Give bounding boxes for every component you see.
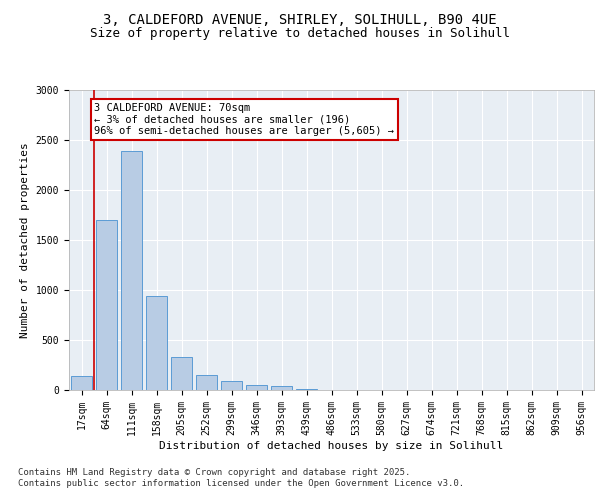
Bar — [271, 386, 292, 390]
Bar — [96, 220, 117, 390]
Bar — [121, 151, 142, 390]
Bar — [296, 388, 317, 390]
Bar — [221, 381, 242, 390]
X-axis label: Distribution of detached houses by size in Solihull: Distribution of detached houses by size … — [160, 440, 503, 450]
Bar — [71, 376, 92, 390]
Bar — [246, 384, 267, 390]
Bar — [171, 356, 192, 390]
Y-axis label: Number of detached properties: Number of detached properties — [20, 142, 30, 338]
Text: Size of property relative to detached houses in Solihull: Size of property relative to detached ho… — [90, 28, 510, 40]
Text: 3, CALDEFORD AVENUE, SHIRLEY, SOLIHULL, B90 4UE: 3, CALDEFORD AVENUE, SHIRLEY, SOLIHULL, … — [103, 12, 497, 26]
Bar — [146, 296, 167, 390]
Text: 3 CALDEFORD AVENUE: 70sqm
← 3% of detached houses are smaller (196)
96% of semi-: 3 CALDEFORD AVENUE: 70sqm ← 3% of detach… — [95, 103, 395, 136]
Text: Contains HM Land Registry data © Crown copyright and database right 2025.
Contai: Contains HM Land Registry data © Crown c… — [18, 468, 464, 487]
Bar — [196, 374, 217, 390]
